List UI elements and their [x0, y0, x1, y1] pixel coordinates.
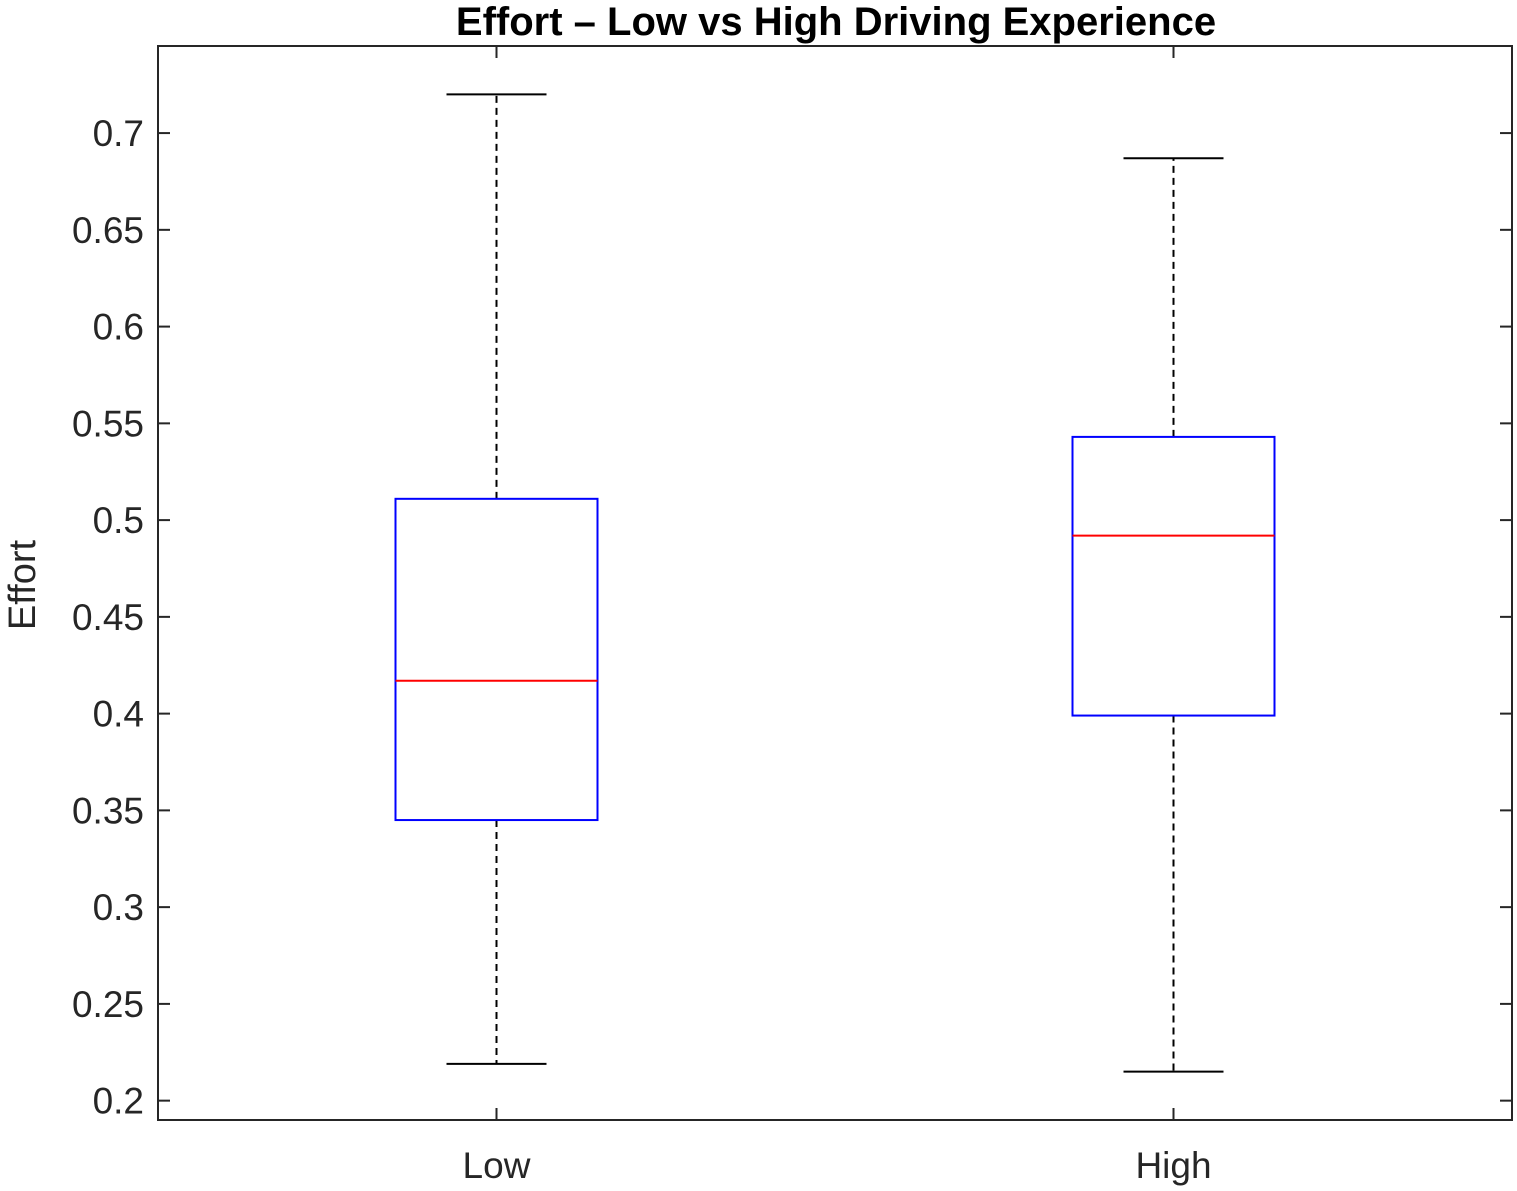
y-tick-label: 0.65: [72, 210, 144, 251]
plot-area: 0.2 0.25 0.3 0.35 0.4 0.45 0.5 0.55 0.6 0.65 0.7 Lo…: [72, 45, 1513, 1186]
y-tick-label: 0.45: [72, 597, 144, 638]
box-low: [394, 497, 599, 822]
y-tick-label: 0.6: [93, 307, 144, 348]
axes-frame: [157, 45, 1513, 1121]
y-tick-label: 0.2: [93, 1081, 144, 1122]
y-tick-label: 0.25: [72, 984, 144, 1025]
x-tick-label-low: Low: [463, 1145, 531, 1186]
y-tick-label: 0.7: [93, 113, 144, 154]
y-tick-label: 0.3: [93, 887, 144, 928]
y-tick-label: 0.35: [72, 790, 144, 831]
y-tick-label: 0.5: [93, 500, 144, 541]
chart-title: Effort – Low vs High Driving Experience: [456, 0, 1216, 44]
box-high: [1071, 435, 1276, 717]
y-tick-label: 0.55: [72, 403, 144, 444]
y-axis-label: Effort: [2, 540, 44, 631]
y-tick-label: 0.4: [93, 694, 144, 735]
x-tick-label-high: High: [1135, 1145, 1211, 1186]
